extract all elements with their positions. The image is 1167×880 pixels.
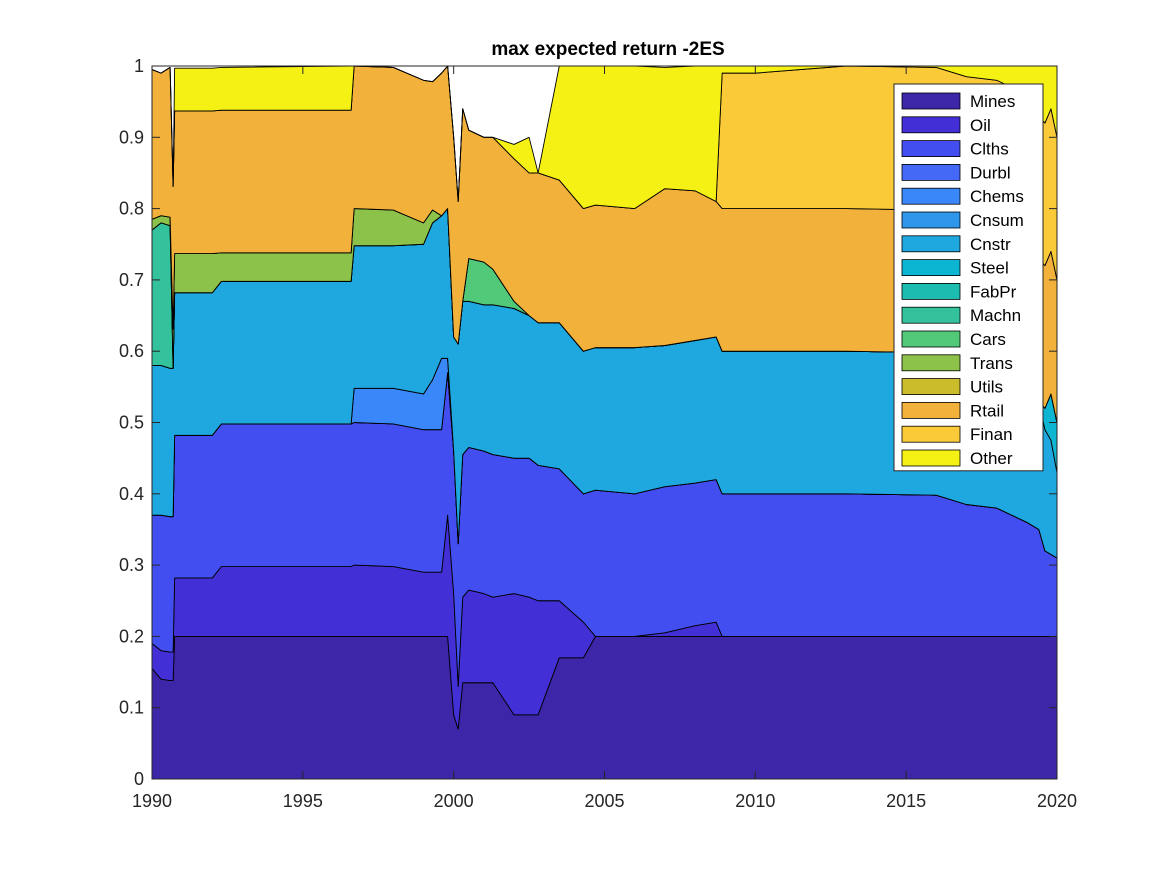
legend-swatch-cnsum: [901, 211, 961, 229]
y-tick-label: 0.3: [119, 555, 144, 575]
y-tick-label: 0.5: [119, 413, 144, 433]
legend: Mines Oil Clths Durbl Chems Cnsum Cnstr Steel Fa…: [893, 83, 1044, 472]
legend-label-other: Other: [970, 449, 1013, 468]
legend-swatch-trans: [901, 354, 961, 372]
legend-label-trans: Trans: [970, 354, 1013, 373]
legend-swatch-mines: [901, 92, 961, 110]
legend-swatch-durbl: [901, 163, 961, 181]
legend-label-cars: Cars: [970, 330, 1006, 349]
legend-label-durbl: Durbl: [970, 163, 1011, 182]
axes: 1990 1995 2000 2005 2010 2015 2020 0 0.1 0.2 0.3 0.…: [119, 56, 1077, 811]
y-tick-label: 0.6: [119, 341, 144, 361]
legend-swatch-cnstr: [901, 235, 961, 253]
legend-swatch-machn: [901, 306, 961, 324]
legend-label-cnsum: Cnsum: [970, 211, 1024, 230]
x-tick-label: 2000: [434, 791, 474, 811]
y-tick-label: 0: [134, 769, 144, 789]
legend-swatch-clths: [901, 140, 961, 158]
legend-label-chems: Chems: [970, 187, 1024, 206]
y-tick-label: 0.2: [119, 626, 144, 646]
x-tick-label: 2020: [1037, 791, 1077, 811]
legend-swatch-utils: [901, 378, 961, 396]
x-tick-label: 2015: [886, 791, 926, 811]
legend-swatch-other: [901, 449, 961, 467]
legend-label-cnstr: Cnstr: [970, 235, 1011, 254]
legend-label-machn: Machn: [970, 306, 1021, 325]
area-mines: [151, 635, 1058, 780]
legend-label-mines: Mines: [970, 92, 1015, 111]
legend-label-steel: Steel: [970, 259, 1009, 278]
y-tick-label: 0.9: [119, 127, 144, 147]
chart-title: max expected return -2ES: [491, 39, 724, 60]
legend-swatch-fabpr: [901, 282, 961, 300]
legend-swatch-chems: [901, 187, 961, 205]
x-tick-label: 2005: [584, 791, 624, 811]
legend-swatch-steel: [901, 259, 961, 277]
legend-swatch-cars: [901, 330, 961, 348]
legend-label-oil: Oil: [970, 116, 991, 135]
y-tick-label: 1: [134, 56, 144, 76]
legend-label-fabpr: FabPr: [970, 282, 1017, 301]
x-tick-label: 1995: [283, 791, 323, 811]
y-tick-label: 0.4: [119, 484, 144, 504]
y-tick-label: 0.8: [119, 199, 144, 219]
legend-label-rtail: Rtail: [970, 401, 1004, 420]
legend-label-clths: Clths: [970, 140, 1009, 159]
legend-swatch-finan: [901, 425, 961, 443]
y-tick-label: 0.7: [119, 270, 144, 290]
x-tick-label: 1990: [132, 791, 172, 811]
y-tick-label: 0.1: [119, 698, 144, 718]
legend-label-utils: Utils: [970, 378, 1003, 397]
legend-swatch-oil: [901, 116, 961, 134]
x-tick-label: 2010: [735, 791, 775, 811]
legend-swatch-rtail: [901, 401, 961, 419]
legend-label-finan: Finan: [970, 425, 1013, 444]
area-layers: [151, 65, 1058, 780]
